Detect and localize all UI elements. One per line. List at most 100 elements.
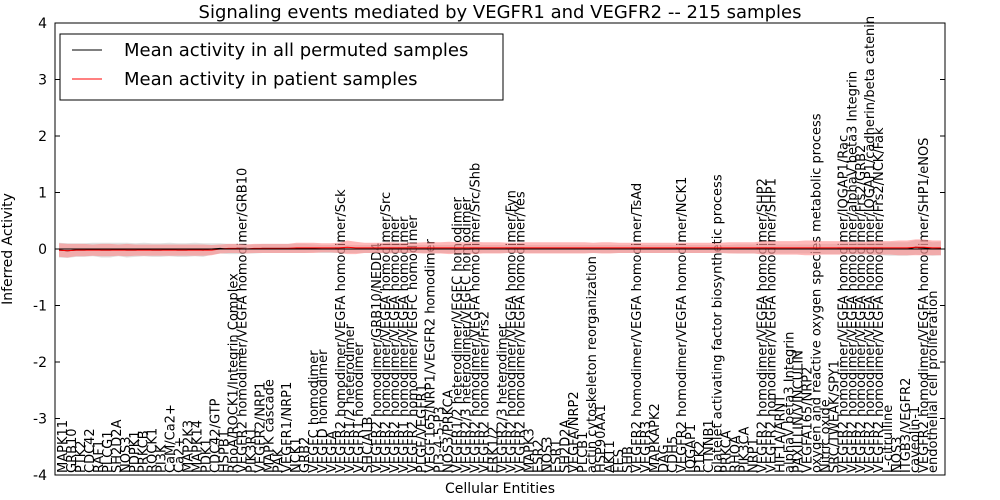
x-tick-label: VEGFR2 homodimer/VEGFA homodimer/Frs2/GR…: [854, 145, 869, 473]
x-tick-label: NCK1: [289, 437, 304, 473]
x-tick-label: PAXILLIN/VINCULIN: [792, 350, 807, 473]
x-tick-label: VEGFR2 homodimer/GRB10/NEDD4: [370, 243, 385, 473]
x-tick-label: CaM/Ca2+: [164, 404, 179, 473]
x-tick-label: PTK2: [693, 440, 708, 473]
x-tick-label: VEGFR2 homodimer/VEGFA homodimer/Sck: [334, 189, 349, 473]
x-tick-label: SHB: [621, 446, 636, 473]
x-tick-label: ESR2: [531, 439, 546, 473]
x-tick-label: MAPK11: [56, 420, 71, 473]
y-tick-label: 4: [38, 16, 47, 32]
x-tick-label: PLCB1: [576, 432, 591, 473]
x-tick-label: alphaV beta3 Integrin: [783, 332, 798, 473]
y-axis: -4 -3 -2 -1 0 1 2 3 4: [33, 16, 945, 484]
x-tick-label: IQGAP1: [684, 424, 699, 473]
x-tick-label: NOS3: [119, 437, 134, 473]
x-tick-label: GRB10: [65, 428, 80, 473]
x-tick-label: Ca2+: [173, 437, 188, 473]
x-tick-label: VEGFR2/3 heterodimer: [496, 323, 511, 473]
legend-label-permuted: Mean activity in all permuted samples: [124, 40, 468, 61]
legend-label-patient: Mean activity in patient samples: [124, 69, 418, 90]
x-tick-label: VEGFR2 homodimer/VEGFA homodimer/Src/Shb: [469, 163, 484, 473]
x-tick-label: CTNNB1: [702, 419, 717, 473]
x-tick-label: VEGFR2 homodimer/VEGFA homodimer/SHP1/eN…: [917, 138, 932, 473]
x-tick-label: PDK1: [200, 438, 215, 473]
y-tick-label: -1: [33, 299, 47, 315]
y-tick-label: 2: [38, 129, 47, 145]
x-tick-label: PIK3R1: [244, 427, 259, 473]
y-axis-label: Inferred Activity: [0, 193, 16, 305]
x-tick-label: ITGB3/VEGFR2: [899, 378, 914, 473]
x-tick-label: VEGFA/NRP2: [567, 391, 582, 473]
x-tick-label: MAPK cascade: [262, 379, 277, 473]
x-tick-label: PRKCA: [720, 430, 735, 473]
x-tick-label: caveolin-1: [908, 406, 923, 473]
y-tick-label: -3: [33, 412, 47, 428]
x-tick-label: MAP2K3: [182, 420, 197, 473]
x-tick-label: Nitric oxide: [818, 399, 833, 473]
x-tick-label: oxygen and reactive oxygen species metab…: [809, 113, 824, 473]
y-tick-label: 3: [38, 73, 47, 89]
chart-title: Signaling events mediated by VEGFR1 and …: [199, 2, 802, 23]
x-tick-label: VEGFR2 homodimer/VEGFA homodimer/Yes: [513, 191, 528, 473]
x-tick-label: VEGFC homodimer: [307, 350, 322, 473]
x-tick-label: ERK1/2: [487, 426, 502, 473]
x-tick-label: VEGFR1/2 heterodimer/VEGFC homodimer: [451, 196, 466, 473]
x-tick-label: SRC/TWEAK/SPY1: [827, 360, 842, 473]
x-tick-label: RhoA/ROCK1/Integrin Complex: [226, 273, 241, 473]
x-tick-label: VEGFR3: [639, 421, 654, 473]
x-tick-label: RAF1: [92, 440, 107, 473]
y-tick-label: -4: [33, 468, 47, 484]
x-tick-label: actin cytoskeleton reorganization: [585, 256, 600, 473]
x-tick-label: MAPKAPK2: [648, 403, 663, 473]
x-tick-label: HSPB1: [217, 430, 232, 473]
legend: Mean activity in all permuted samples Me…: [59, 33, 504, 101]
x-tick-label: VEGFR2 homodimer/VEGFA homodimer/TsAd: [630, 183, 645, 473]
x-tick-label: PIK3CA: [738, 426, 753, 473]
x-tick-label: GRB2: [298, 437, 313, 473]
band-patient: [59, 239, 941, 258]
x-tick-label: MAPK3: [522, 428, 537, 473]
x-tick-label: HSP90AA1: [594, 404, 609, 473]
x-tick-label: DAG: [657, 444, 672, 473]
x-tick-label: VEGFR2 homodimer/Frs2: [478, 311, 493, 473]
x-tick-label: VEGFR1 homodimer/VEGFA homodimer: [397, 216, 412, 473]
x-tick-label: MAPK14: [191, 420, 206, 473]
x-tick-label: PAK: [271, 448, 286, 473]
x-tick-label: CDH5: [666, 436, 681, 473]
x-tick-label: PI3K: [155, 444, 170, 473]
x-tick-labels: MAPK11GRB10PTK2CDC42RAF1PLCG1SH2D2ANOS3P…: [56, 16, 941, 473]
x-tick-label: ESR1: [549, 439, 564, 473]
x-tick-label: VEGFR2/3 heterodimer/VEGFC homodimer: [460, 196, 475, 473]
x-tick-label: RHOA: [729, 435, 744, 473]
x-tick-label: endothelial cell proliferation: [926, 291, 941, 474]
x-tick-label: NOS3: [540, 437, 555, 473]
x-tick-label: VEGF165/NRP1/VEGFR2 homodimer: [424, 238, 439, 473]
x-tick-label: VEGFR2 homodimer/VEGFA homodimer/Frs2/NC…: [872, 127, 887, 473]
x-tick-label: VEGFR2 homodimer/VEGFA homodimer/GRB10: [235, 168, 250, 473]
x-tick-label: AKT1: [603, 440, 618, 473]
y-tick-label: 1: [38, 186, 47, 202]
x-tick-label: HIF1A/ARNT: [774, 395, 789, 473]
x-tick-label: VEGFR2 homodimer/VEGFA homodimer/alphaV …: [845, 71, 860, 473]
x-tick-label: NRP1: [747, 438, 762, 473]
x-tick-label: VEGFA165/NRP2: [800, 367, 815, 473]
x-tick-label: SHC/ALB: [361, 416, 376, 473]
x-axis-label: Cellular Entities: [445, 481, 555, 497]
x-tick-label: VEGFR2 homodimer/VEGFA homodimer: [388, 216, 403, 473]
x-tick-label: VEGFR2 homodimer/VEGFC homodimer: [406, 215, 421, 473]
x-tick-label: SH2D2A: [558, 419, 573, 473]
x-tick-label: CDC42/GTP: [209, 398, 224, 473]
x-tick-label: SH2D2A: [110, 419, 125, 473]
x-tick-label: VEGFR1/NRP1: [280, 382, 295, 473]
x-tick-label: VEGFR2 homodimer/VEGFA homodimer/Src: [379, 192, 394, 473]
y-tick-label: -2: [33, 355, 47, 371]
x-tick-label: VEGFD homodimer: [316, 349, 331, 473]
x-tick-label: PLGF/VEGFR1: [415, 384, 430, 473]
x-tick-label: NOS3/PRKCA: [442, 389, 457, 473]
x-tick-label: ROCK1: [146, 428, 161, 473]
x-tick-label: FES: [612, 449, 627, 473]
x-tick-label: NOS3: [890, 437, 905, 473]
x-tick-label: VEGFR2/NRP1: [253, 382, 268, 473]
x-tick-label: CDC42: [83, 428, 98, 473]
line-patient: [58, 246, 941, 252]
